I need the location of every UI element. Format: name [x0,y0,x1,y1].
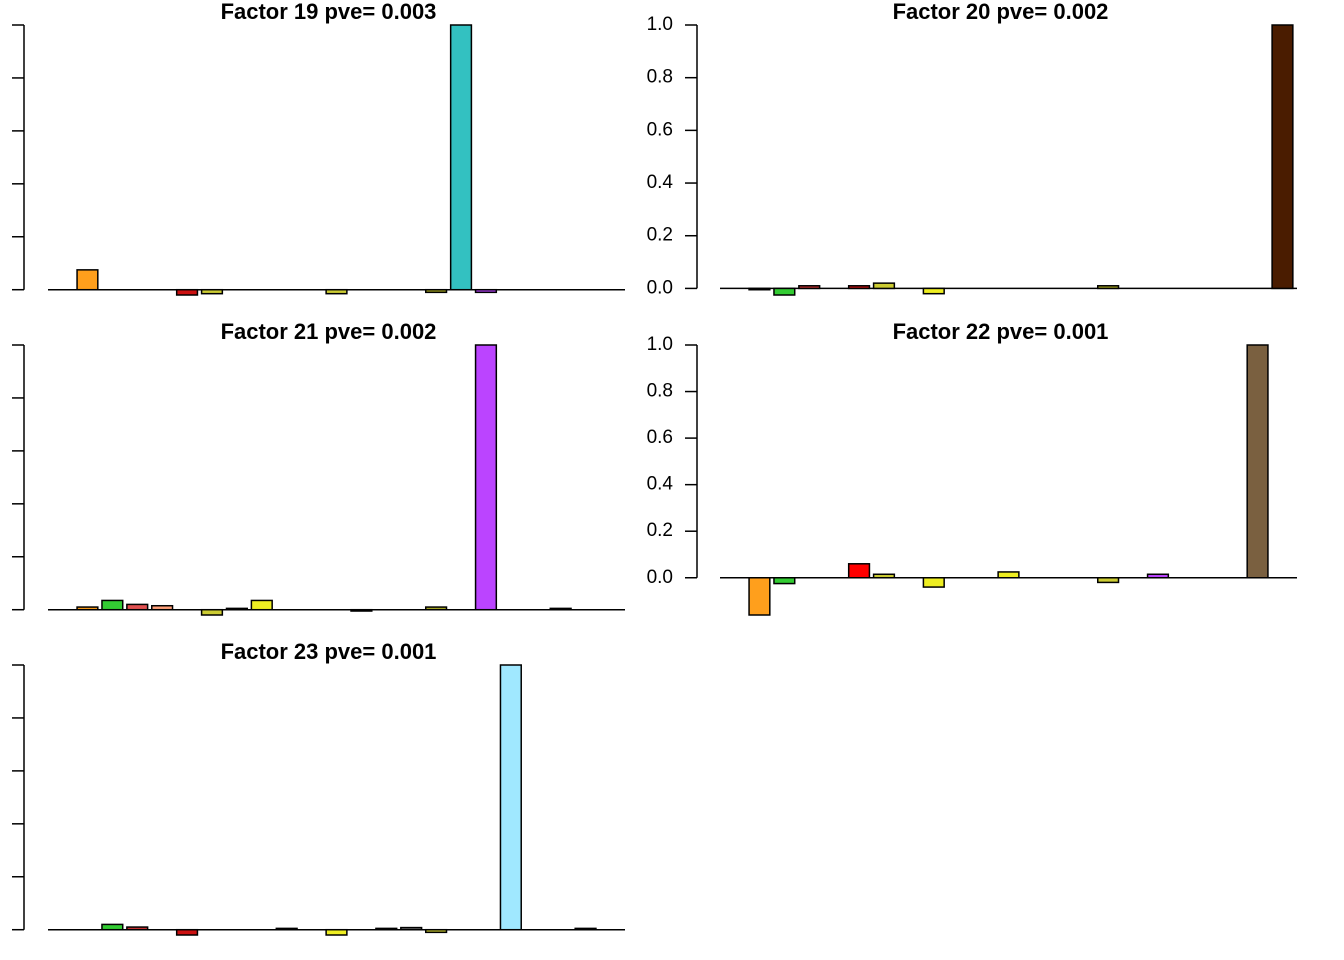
bar [1146,573,1170,579]
bar [922,287,945,295]
bar [474,288,498,294]
bar [325,928,348,936]
bar [126,603,149,611]
bar [773,287,796,296]
bar [1096,285,1120,290]
bar [151,604,174,611]
bar [1096,577,1120,584]
bar [350,608,373,612]
y-tick-label: 0.2 [647,520,673,541]
y-tick-label: 0.0 [647,567,673,588]
bar [101,599,124,611]
bar [798,285,821,290]
bar [499,664,522,931]
bar [922,577,945,588]
panel-title: Factor 23 pve= 0.001 [221,639,437,664]
bar [449,24,473,291]
bar [872,573,896,579]
bar [549,607,572,611]
y-tick-label: 0.2 [647,225,673,246]
bar [847,563,871,579]
panel-title: Factor 20 pve= 0.002 [893,0,1109,24]
bar [225,607,249,611]
bar [424,606,448,611]
bar [101,923,124,931]
y-tick-label: 0.4 [647,172,674,193]
bar [275,927,298,931]
y-tick-label: 0.8 [647,381,673,402]
bar [773,577,796,585]
y-tick-label: 0.0 [647,277,673,298]
bar [375,927,398,931]
panel-title: Factor 21 pve= 0.002 [221,319,437,344]
panel-title: Factor 19 pve= 0.003 [221,0,437,24]
bar [1271,24,1294,290]
bar [175,288,199,296]
y-tick-label: 0.6 [647,119,673,140]
bar [250,599,273,611]
bar [872,282,896,290]
bar [748,577,771,616]
bar [325,288,348,295]
y-tick-label: 1.0 [647,14,673,35]
bar [847,285,871,290]
bar [1246,344,1269,579]
bar [997,571,1020,579]
y-tick-label: 1.0 [647,334,673,355]
bar [200,608,224,616]
bar [574,927,597,931]
bar [76,606,99,611]
bar [76,269,99,291]
bar [400,926,423,931]
bar [748,287,771,291]
panel-title: Factor 22 pve= 0.001 [893,319,1109,344]
y-tick-label: 0.6 [647,427,673,448]
y-tick-label: 0.8 [647,67,673,88]
bar [200,288,224,295]
bar [424,928,448,934]
bar [474,344,498,611]
bar [126,926,149,931]
bar [175,928,199,936]
bar [424,288,448,294]
y-tick-label: 0.4 [647,474,674,495]
